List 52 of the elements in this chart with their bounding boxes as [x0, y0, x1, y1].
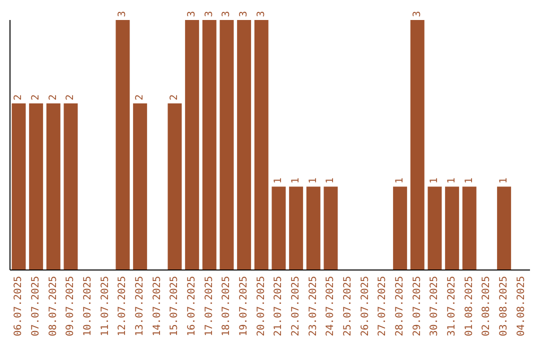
x-tick-label: 17.07.2025 [204, 276, 215, 336]
x-tick-label: 09.07.2025 [65, 276, 76, 336]
x-tick-label: 11.07.2025 [100, 276, 111, 336]
x-tick-label: 21.07.2025 [273, 276, 284, 336]
data-label: 1 [446, 178, 458, 184]
x-tick-label: 28.07.2025 [394, 276, 406, 336]
x-tick-label: 13.07.2025 [134, 276, 146, 336]
data-label: 2 [134, 94, 146, 100]
data-label: 3 [204, 10, 215, 17]
data-label: 1 [273, 178, 284, 184]
x-tick-label: 25.07.2025 [342, 276, 354, 336]
data-label: 1 [498, 178, 510, 184]
data-label: 2 [169, 94, 180, 100]
data-label: 3 [186, 10, 198, 17]
x-tick-label: 18.07.2025 [221, 276, 232, 336]
data-label: 2 [48, 94, 59, 100]
x-tick-label: 24.07.2025 [325, 276, 336, 336]
x-tick-label: 14.07.2025 [152, 276, 163, 336]
x-tick-label: 20.07.2025 [256, 276, 267, 336]
data-label: 3 [238, 10, 250, 17]
x-tick-label: 07.07.2025 [30, 276, 42, 336]
x-tick-label: 30.07.2025 [429, 276, 440, 336]
x-tick-label: 22.07.2025 [290, 276, 302, 336]
data-label: 3 [412, 10, 423, 17]
x-tick-label: 15.07.2025 [169, 276, 180, 336]
data-label: 2 [13, 94, 24, 100]
data-label: 3 [221, 10, 232, 17]
x-tick-label: 19.07.2025 [238, 276, 250, 336]
x-tick-label: 06.07.2025 [13, 276, 24, 336]
x-tick-label: 23.07.2025 [308, 276, 319, 336]
x-tick-label: 27.07.2025 [377, 276, 388, 336]
data-label: 2 [65, 94, 76, 100]
x-tick-label: 08.07.2025 [48, 276, 59, 336]
x-tick-label: 26.07.2025 [360, 276, 371, 336]
x-tick-label: 29.07.2025 [412, 276, 423, 336]
x-tick-label: 01.08.2025 [464, 276, 475, 336]
data-label: 2 [30, 94, 42, 100]
data-label: 1 [308, 178, 319, 184]
x-tick-label: 02.08.2025 [481, 276, 492, 336]
x-tick-label: 16.07.2025 [186, 276, 198, 336]
x-tick-label: 12.07.2025 [117, 276, 128, 336]
data-label: 1 [464, 178, 475, 184]
x-tick-label: 10.07.2025 [82, 276, 94, 336]
data-label: 1 [290, 178, 302, 184]
x-tick-label: 03.08.2025 [498, 276, 510, 336]
x-tick-label: 04.08.2025 [516, 276, 527, 336]
data-label: 1 [325, 178, 336, 184]
data-label: 1 [394, 178, 406, 184]
data-label: 3 [117, 10, 128, 17]
data-label: 1 [429, 178, 440, 184]
data-label: 3 [256, 10, 267, 17]
x-tick-label: 31.07.2025 [446, 276, 458, 336]
